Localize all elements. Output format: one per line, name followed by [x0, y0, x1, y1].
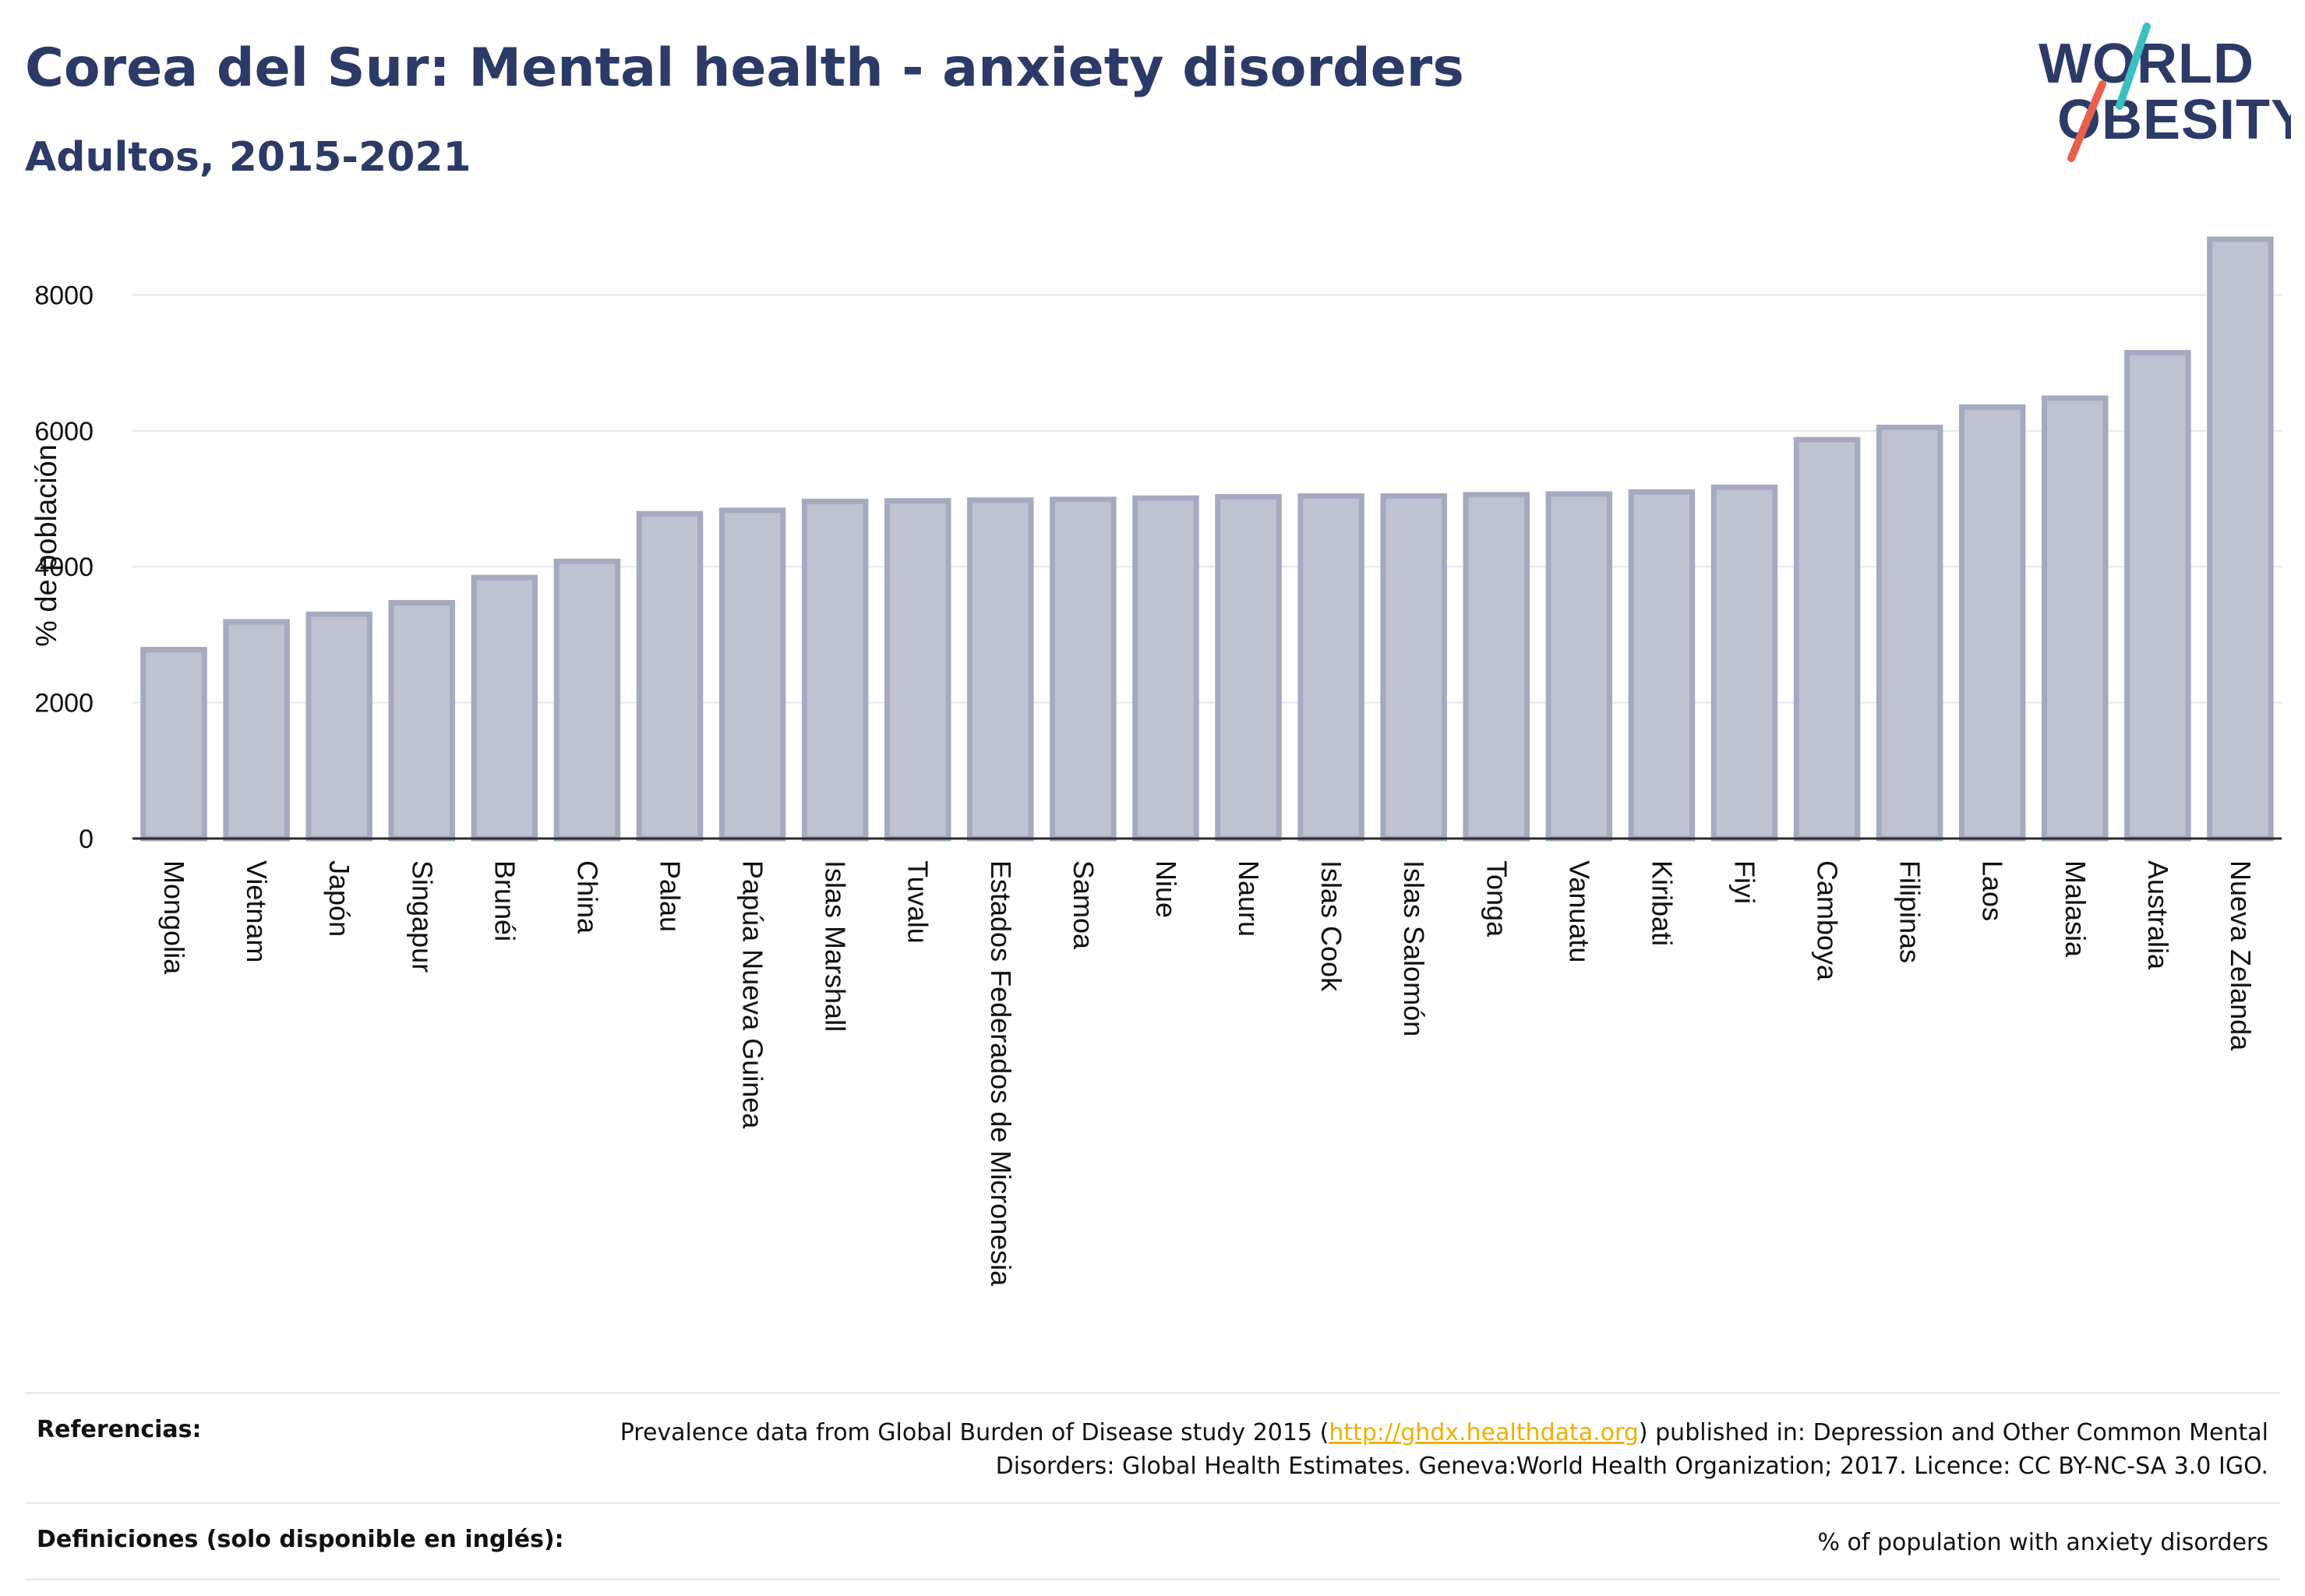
- bar: [718, 507, 786, 842]
- x-tick-label: Japón: [323, 860, 355, 937]
- definitions-row: Definiciones (solo disponible en inglés)…: [25, 1502, 2280, 1580]
- y-tick-label: 6000: [34, 417, 94, 447]
- x-tick-label: Islas Cook: [1315, 860, 1347, 992]
- x-tick-label: Papúa Nueva Guinea: [737, 860, 769, 1129]
- x-tick-label: Nueva Zelanda: [2225, 860, 2257, 1051]
- y-tick-label: 2000: [34, 689, 94, 719]
- x-tick-label: Filipinas: [1894, 860, 1926, 963]
- x-tick-label: Fiyi: [1729, 860, 1761, 904]
- x-tick-label: Palau: [655, 860, 687, 932]
- definitions-text: % of population with anxiety disorders: [1817, 1529, 2268, 1556]
- references-text: Prevalence data from Global Burden of Di…: [619, 1419, 2268, 1480]
- bar: [1132, 495, 1199, 842]
- references-link[interactable]: http://ghdx.healthdata.org: [1329, 1419, 1639, 1446]
- references-row: Referencias: Prevalence data from Global…: [25, 1392, 2280, 1502]
- bar: [553, 558, 621, 842]
- x-tick-label: Australia: [2142, 860, 2174, 970]
- bar: [1463, 492, 1530, 842]
- references-label: Referencias:: [37, 1416, 202, 1443]
- bar: [636, 510, 704, 842]
- bar: [1297, 493, 1364, 842]
- bar: [884, 498, 951, 842]
- x-tick-label: Tuvalu: [902, 860, 934, 944]
- bar: [1545, 491, 1613, 842]
- x-tick-label: Estados Federados de Micronesia: [985, 860, 1017, 1287]
- x-tick-label: China: [571, 860, 603, 934]
- chart-subtitle: Adultos, 2015-2021: [25, 134, 471, 181]
- x-tick-label: Samoa: [1068, 860, 1100, 950]
- bar: [2042, 395, 2109, 842]
- bar: [471, 574, 538, 842]
- x-tick-label: Vanuatu: [1563, 860, 1595, 962]
- bar: [1380, 493, 1447, 842]
- y-tick-label: 0: [79, 824, 94, 854]
- x-tick-label: Niue: [1150, 860, 1182, 918]
- bar: [388, 599, 456, 842]
- x-tick-label: Malasia: [2060, 860, 2091, 958]
- bar: [1958, 404, 2026, 842]
- x-tick-label: Mongolia: [158, 860, 190, 975]
- x-tick-label: Camboya: [1812, 860, 1844, 981]
- bar: [223, 619, 290, 842]
- y-tick-label: 4000: [34, 553, 94, 582]
- bar: [1628, 489, 1696, 842]
- world-obesity-logo: WORLD OBESITY: [2038, 23, 2291, 162]
- logo-slash-red: [2067, 80, 2106, 162]
- x-tick-label: Laos: [1977, 860, 2009, 921]
- bar: [967, 497, 1034, 842]
- bar: [1215, 493, 1282, 842]
- x-tick-label: Kiribati: [1646, 860, 1678, 946]
- footer: Referencias: Prevalence data from Global…: [25, 1392, 2280, 1580]
- x-tick-label: Islas Salomón: [1398, 860, 1430, 1036]
- logo-slash-teal: [2116, 23, 2151, 110]
- bar: [801, 499, 869, 842]
- bar-chart: 0 2000 4000 6000 8000 % de población Mongolia V…: [30, 236, 2282, 1287]
- bar: [1050, 496, 1117, 842]
- y-tick-label: 8000: [34, 281, 94, 310]
- bar: [305, 611, 372, 842]
- bar: [1793, 436, 1861, 842]
- definitions-label: Definiciones (solo disponible en inglés)…: [37, 1526, 564, 1553]
- chart-title: Corea del Sur: Mental health - anxiety d…: [25, 37, 1464, 99]
- x-tick-label: Brunéi: [489, 860, 521, 941]
- logo-text-world: WORLD: [2038, 33, 2254, 95]
- y-axis-label: % de población: [30, 444, 63, 647]
- x-tick-label: Tonga: [1481, 860, 1513, 937]
- x-tick-label: Nauru: [1233, 860, 1265, 937]
- bar: [1876, 424, 1943, 842]
- bar: [140, 647, 207, 842]
- x-tick-label: Singapur: [406, 860, 438, 973]
- bar: [1710, 484, 1778, 842]
- x-tick-label: Vietnam: [241, 860, 273, 962]
- bar: [2124, 350, 2191, 842]
- x-tick-label: Islas Marshall: [820, 860, 852, 1032]
- bar: [2207, 236, 2274, 842]
